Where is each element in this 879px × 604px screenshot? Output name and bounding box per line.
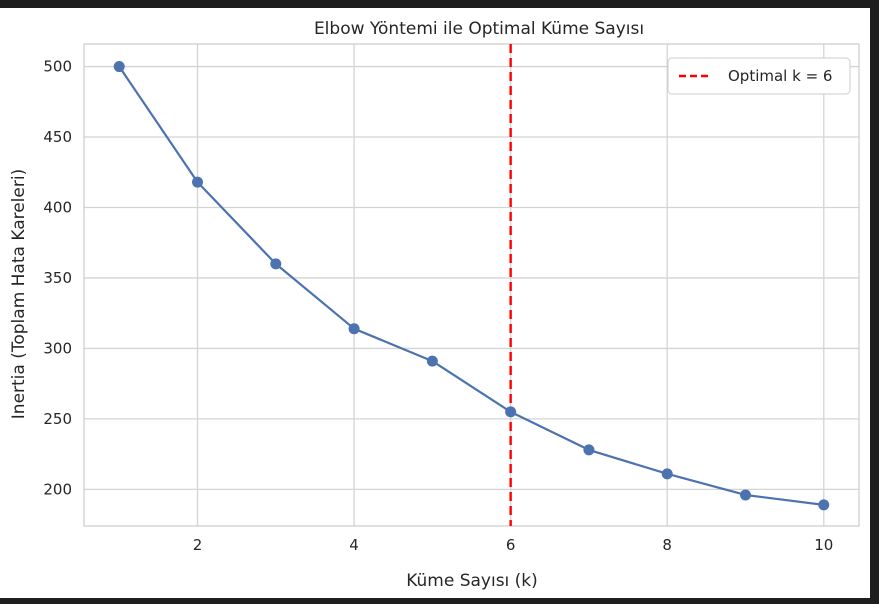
x-axis-label: Küme Sayısı (k): [406, 571, 538, 591]
legend-box: [667, 57, 851, 95]
grid-lines: [84, 44, 859, 526]
data-point-k5: [426, 355, 438, 367]
x-tick-8: 8: [662, 536, 672, 554]
data-point-k1: [113, 61, 125, 73]
y-tick-250: 250: [43, 410, 72, 428]
y-tick-300: 300: [43, 339, 72, 357]
plot-frame: [83, 43, 860, 527]
legend: Optimal k = 6: [667, 57, 851, 95]
data-point-k7: [583, 444, 595, 456]
y-tick-labels: 200 250 300 350 400 450 500: [43, 58, 72, 499]
y-axis-label: Inertia (Toplam Hata Kareleri): [9, 169, 29, 419]
x-tick-10: 10: [814, 536, 833, 554]
x-tick-4: 4: [349, 536, 359, 554]
y-tick-350: 350: [43, 269, 72, 287]
data-point-k6: [505, 406, 517, 418]
chart-figure: 2 4 6 8 10 200 250 300 350 400 450 500 Elbow Yönte…: [0, 8, 870, 598]
y-tick-200: 200: [43, 480, 72, 498]
x-tick-6: 6: [506, 536, 516, 554]
series-layer: [113, 61, 830, 511]
x-tick-2: 2: [193, 536, 203, 554]
data-point-k9: [739, 489, 751, 501]
data-point-k4: [348, 323, 360, 335]
data-point-k10: [818, 499, 830, 511]
legend-label-optimal-k: Optimal k = 6: [728, 67, 832, 85]
y-tick-450: 450: [43, 128, 72, 146]
y-tick-400: 400: [43, 198, 72, 216]
data-point-k3: [270, 258, 282, 270]
x-tick-labels: 2 4 6 8 10: [193, 536, 834, 554]
y-tick-500: 500: [43, 58, 72, 76]
series-line-0: [118, 65, 824, 506]
elbow-chart: 2 4 6 8 10 200 250 300 350 400 450 500 Elbow Yönte…: [9, 19, 860, 591]
data-point-k8: [661, 468, 673, 480]
data-point-k2: [192, 176, 204, 188]
chart-title: Elbow Yöntemi ile Optimal Küme Sayısı: [314, 19, 644, 39]
